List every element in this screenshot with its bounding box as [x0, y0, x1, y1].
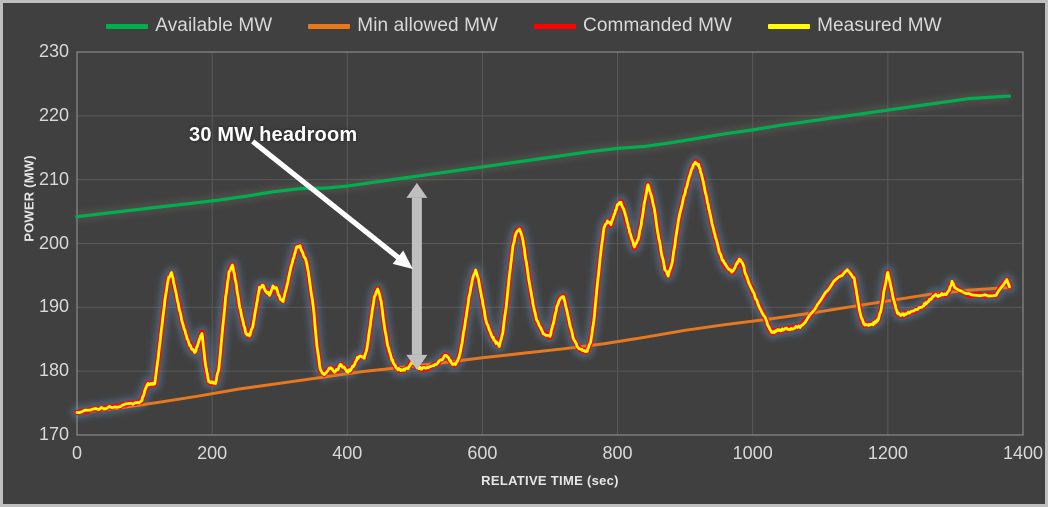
- plot-area: [70, 51, 1024, 436]
- headroom-annotation-label: 30 MW headroom: [189, 124, 358, 146]
- x-tick-label-800: 800: [602, 443, 633, 463]
- headroom-leader-arrow: [251, 139, 413, 270]
- x-tick-label-600: 600: [467, 443, 498, 463]
- series-line-available-mw: [75, 94, 1012, 219]
- y-axis-tick-labels: 230 220 210 200 190 180 170: [3, 3, 69, 504]
- x-tick-label-1000: 1000: [732, 443, 773, 463]
- plot-border: [76, 51, 1024, 436]
- x-tick-label-0: 0: [71, 443, 82, 463]
- y-tick-label-170: 170: [38, 424, 69, 444]
- y-tick-label-190: 190: [38, 296, 69, 317]
- x-tick-label-1400: 1400: [1002, 443, 1044, 463]
- leader-arrow-shaft: [251, 139, 406, 265]
- x-tick-label-400: 400: [332, 443, 363, 463]
- y-tick-label-180: 180: [38, 360, 69, 381]
- y-tick-label-220: 220: [38, 104, 69, 125]
- x-tick-label-200: 200: [197, 443, 228, 463]
- series-line-min-allowed-mw: [75, 286, 1011, 415]
- y-tick-label-230: 230: [38, 41, 69, 61]
- y-axis-title: POWER (MW): [21, 155, 37, 242]
- chart-canvas: Available MW Min allowed MW Commanded MW…: [3, 3, 1045, 504]
- y-tick-label-200: 200: [38, 232, 69, 253]
- series-line-measured-mw: [75, 160, 1011, 414]
- y-tick-label-210: 210: [38, 168, 69, 189]
- headroom-double-arrow: [406, 182, 428, 370]
- x-tick-label-1200: 1200: [867, 443, 908, 463]
- headroom-arrow-head-down: [406, 354, 428, 370]
- leader-arrow-head: [392, 250, 413, 270]
- headroom-arrow-shaft: [411, 197, 422, 355]
- headroom-arrow-head-up: [406, 182, 428, 198]
- x-axis-title: RELATIVE TIME (sec): [481, 473, 619, 488]
